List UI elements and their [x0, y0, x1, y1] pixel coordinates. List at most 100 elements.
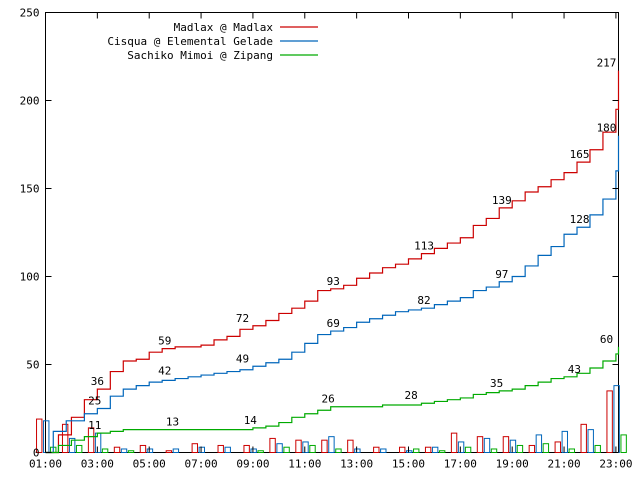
x-tick-label: 11:00	[288, 458, 321, 471]
hourly-bar	[198, 446, 206, 454]
hourly-bar	[594, 444, 601, 453]
hourly-bar	[438, 450, 446, 453]
data-label: 113	[414, 240, 434, 253]
legend-label: Sachiko Mimoi @ Zipang	[127, 49, 273, 62]
data-label: 26	[321, 393, 334, 406]
data-label: 28	[404, 389, 417, 402]
hourly-bar	[535, 434, 543, 453]
y-tick-label: 200	[20, 95, 40, 108]
data-label: 43	[568, 363, 581, 376]
data-label: 14	[244, 414, 258, 427]
x-tick-label: 13:00	[340, 458, 373, 471]
y-axis: 0 50 100 150 200 250	[20, 7, 619, 460]
hourly-bar	[302, 441, 309, 454]
x-tick-label: 19:00	[496, 458, 529, 471]
hourly-bar	[250, 448, 257, 454]
y-tick-label: 50	[26, 359, 39, 372]
hourly-bar	[165, 450, 173, 453]
hourly-bar	[257, 450, 264, 453]
hourly-bar	[328, 436, 335, 454]
hourly-bar	[43, 420, 50, 454]
x-tick-label: 05:00	[133, 458, 166, 471]
data-label: 42	[158, 365, 171, 378]
hourly-bar	[146, 448, 154, 454]
hourly-bar	[172, 448, 180, 454]
hourly-bar	[620, 434, 627, 453]
y-tick-label: 0	[33, 447, 40, 460]
data-label: 69	[327, 317, 340, 330]
hourly-bar	[509, 439, 517, 453]
hourly-bar	[561, 430, 568, 454]
series-line	[45, 70, 620, 454]
x-tick-label: 09:00	[236, 458, 269, 471]
hourly-bar	[191, 443, 199, 454]
hourly-bar	[101, 448, 109, 454]
data-label: 97	[495, 268, 508, 281]
x-tick-label: 23:00	[599, 458, 632, 471]
legend-label: Madlax @ Madlax	[174, 21, 274, 34]
hourly-bar	[450, 432, 458, 454]
hourly-bar	[380, 448, 387, 454]
data-label: 59	[158, 335, 171, 348]
hourly-bar	[321, 439, 328, 453]
hourly-bar	[61, 423, 69, 453]
hourly-bar	[127, 450, 135, 453]
data-label: 11	[88, 419, 101, 432]
data-label: 180	[597, 122, 617, 135]
data-label: 217	[597, 57, 617, 70]
hourly-bar	[87, 427, 95, 453]
hourly-bar	[606, 390, 613, 453]
data-label: 93	[327, 275, 340, 288]
data-label: 60	[600, 333, 613, 346]
hourly-bar	[335, 448, 342, 454]
data-label: 36	[91, 375, 104, 388]
hourly-bars	[36, 385, 627, 454]
hourly-bar	[431, 446, 439, 454]
data-label: 128	[570, 213, 590, 226]
data-label: 139	[492, 194, 512, 207]
hourly-bar	[464, 446, 472, 454]
x-axis: 01:00 03:00 05:00 07:00 09:00 11:00 13:00 15:00…	[29, 12, 632, 471]
hourly-bar	[283, 446, 290, 454]
x-tick-label: 03:00	[81, 458, 114, 471]
hourly-bar	[413, 448, 420, 454]
hourly-bar	[295, 439, 302, 453]
hourly-bar	[528, 444, 536, 453]
hourly-bar	[217, 444, 224, 453]
legend-label: Cisqua @ Elemental Gelade	[107, 35, 273, 48]
hourly-bar	[587, 429, 594, 453]
hourly-bar	[309, 444, 316, 453]
hourly-bar	[354, 448, 361, 454]
hourly-bar	[36, 418, 43, 453]
series-line	[45, 135, 620, 454]
hourly-bar	[373, 446, 380, 454]
hourly-bar	[399, 446, 406, 454]
hourly-bar	[476, 436, 484, 454]
plot-frame	[45, 12, 619, 453]
hourly-bar	[276, 443, 283, 454]
series-line	[45, 346, 620, 454]
hourly-bar	[568, 448, 575, 454]
point-labels: 36 59 72 93 113 139 165 217 25 42 49 69 82 97 128 180 11…	[88, 57, 616, 433]
x-tick-label: 21:00	[547, 458, 580, 471]
series-lines	[45, 70, 620, 454]
x-tick-label: 15:00	[392, 458, 425, 471]
data-label: 25	[88, 395, 101, 408]
y-tick-label: 100	[20, 271, 40, 284]
hourly-bar	[243, 444, 250, 453]
hourly-bar	[94, 432, 102, 454]
hourly-bar	[457, 441, 465, 454]
hourly-bar	[542, 443, 550, 454]
data-label: 13	[166, 416, 179, 429]
data-label: 82	[417, 294, 430, 307]
x-tick-label: 07:00	[185, 458, 218, 471]
x-tick-label: 17:00	[444, 458, 477, 471]
hourly-bar	[424, 446, 432, 454]
y-tick-label: 250	[20, 7, 40, 20]
hourly-bar	[554, 441, 561, 454]
hourly-bar	[75, 444, 83, 453]
hourly-bar	[490, 448, 498, 454]
hourly-bar	[269, 437, 276, 454]
y-tick-label: 150	[20, 183, 40, 196]
